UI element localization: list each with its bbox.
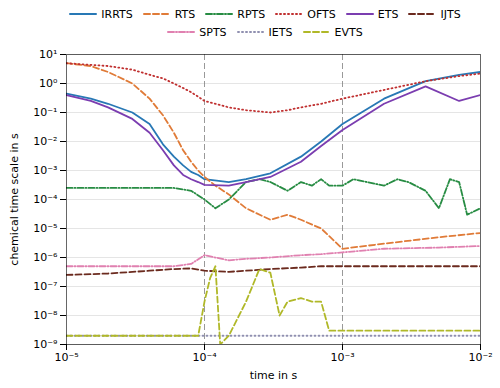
html-text:RPTS: RPTS: [237, 7, 266, 21]
svg-text:10⁻⁸: 10⁻⁸: [33, 309, 58, 322]
svg-text:10⁻⁵: 10⁻⁵: [33, 222, 57, 235]
html-text:OFTS: OFTS: [307, 7, 336, 21]
svg-text:10⁻⁵: 10⁻⁵: [54, 351, 78, 364]
svg-text:10⁻³: 10⁻³: [330, 351, 354, 364]
svg-text:10⁻²: 10⁻²: [468, 351, 492, 364]
svg-text:10⁻³: 10⁻³: [33, 164, 57, 177]
svg-text:10⁻¹: 10⁻¹: [33, 106, 57, 119]
html-text:RTS: RTS: [174, 7, 196, 21]
html-text:IJTS: IJTS: [440, 7, 461, 21]
html-text:ETS: ETS: [377, 7, 399, 21]
svg-text:10⁻⁷: 10⁻⁷: [33, 280, 57, 293]
svg-text:10⁻⁴: 10⁻⁴: [192, 351, 217, 364]
html-text:SPTS: SPTS: [199, 25, 227, 39]
svg-text:10⁻⁶: 10⁻⁶: [33, 251, 58, 264]
svg-text:time in s: time in s: [250, 369, 298, 382]
svg-text:10⁻⁴: 10⁻⁴: [33, 193, 58, 206]
html-text:IRRTS: IRRTS: [101, 7, 133, 21]
svg-text:10¹: 10¹: [39, 48, 57, 61]
html-text:IETS: IETS: [268, 25, 293, 39]
svg-text:10⁻⁹: 10⁻⁹: [33, 338, 57, 351]
svg-text:10⁻²: 10⁻²: [33, 135, 57, 148]
html-text:EVTS: EVTS: [334, 25, 363, 39]
svg-text:10⁰: 10⁰: [39, 77, 58, 90]
svg-text:chemical time scale in s: chemical time scale in s: [8, 133, 21, 266]
